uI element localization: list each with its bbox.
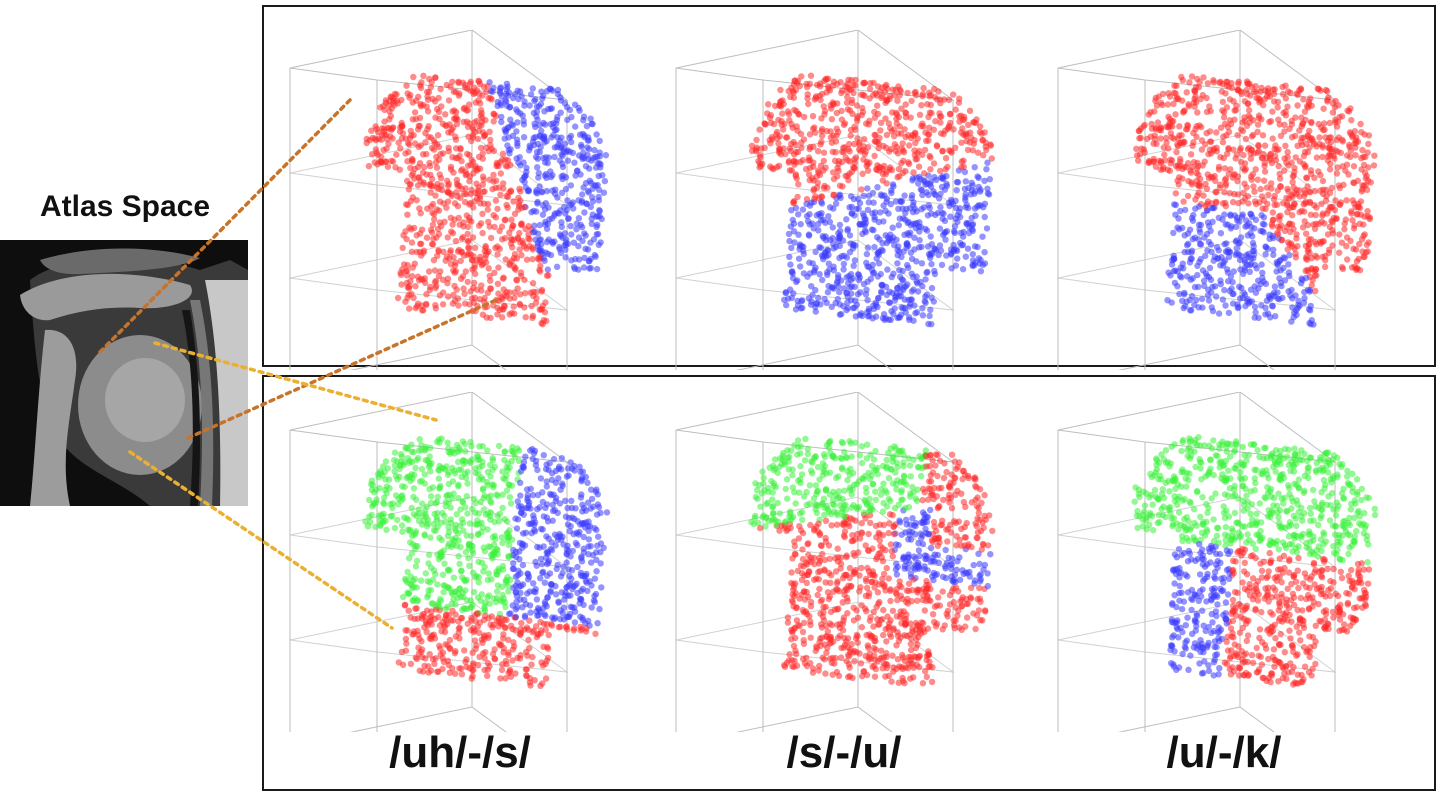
voxel-scatter-1-1	[675, 392, 996, 732]
column-label-s-u: /s/-/u/	[786, 728, 902, 777]
column-label-uh-s: /uh/-/s/	[389, 728, 531, 777]
voxel-points	[1131, 434, 1379, 688]
voxel-scatter-1-2	[1057, 392, 1379, 732]
voxel-scatter-0-2	[1057, 30, 1378, 370]
voxel-scatter-0-1	[675, 30, 995, 370]
plot-2cluster-s-u	[668, 30, 1028, 370]
plot-3cluster-uh-s	[282, 392, 642, 732]
mri-atlas-image	[0, 240, 248, 506]
plot-3cluster-u-k	[1050, 392, 1410, 732]
plot-2cluster-u-k	[1050, 30, 1410, 370]
voxel-scatter-0-0	[289, 30, 610, 370]
atlas-space-title: Atlas Space	[39, 190, 211, 223]
plot-3cluster-s-u	[668, 392, 1028, 732]
voxel-points	[1133, 73, 1378, 328]
voxel-points	[363, 72, 610, 328]
voxel-points	[362, 435, 611, 689]
voxel-points	[748, 72, 995, 328]
voxel-scatter-1-0	[289, 392, 611, 732]
plot-2cluster-uh-s	[282, 30, 642, 370]
voxel-points	[748, 435, 996, 687]
column-label-u-k: /u/-/k/	[1166, 728, 1282, 777]
